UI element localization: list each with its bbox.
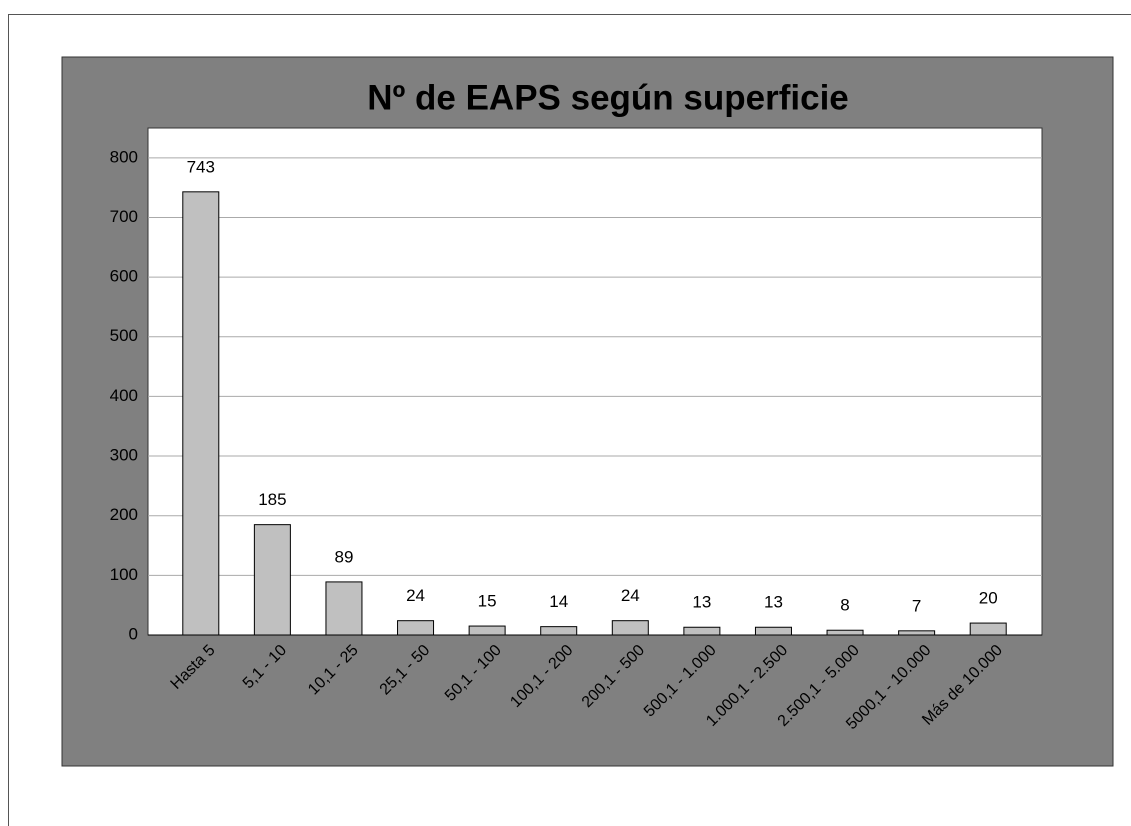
bar: [826, 629, 864, 636]
bar: [540, 626, 578, 636]
y-tick-label: 400: [110, 386, 138, 405]
bar: [182, 191, 220, 636]
plot-area: [147, 127, 1043, 636]
bar: [898, 630, 936, 636]
y-tick-label: 600: [110, 267, 138, 286]
value-label: 743: [187, 157, 215, 176]
value-label: 7: [912, 596, 921, 615]
y-tick-label: 100: [110, 565, 138, 584]
value-label: 13: [692, 593, 711, 612]
y-tick-label: 700: [110, 207, 138, 226]
bar: [397, 620, 435, 636]
value-label: 13: [764, 593, 783, 612]
value-label: 89: [334, 547, 353, 566]
value-label: 24: [406, 586, 425, 605]
bar: [253, 524, 291, 636]
value-label: 24: [621, 586, 640, 605]
bar: [325, 581, 363, 636]
y-tick-label: 200: [110, 505, 138, 524]
y-tick-label: 500: [110, 326, 138, 345]
y-tick-label: 800: [110, 147, 138, 166]
y-tick-label: 300: [110, 446, 138, 465]
bar: [468, 625, 506, 636]
value-label: 15: [478, 592, 497, 611]
value-label: 20: [979, 589, 998, 608]
y-tick-label: 0: [129, 624, 138, 643]
bar: [969, 622, 1007, 636]
chart-title: Nº de EAPS según superficie: [367, 78, 849, 117]
bar: [611, 620, 649, 636]
bar: [754, 626, 792, 636]
value-label: 14: [549, 592, 568, 611]
value-label: 185: [258, 490, 286, 509]
value-label: 8: [840, 596, 849, 615]
bar: [683, 626, 721, 636]
